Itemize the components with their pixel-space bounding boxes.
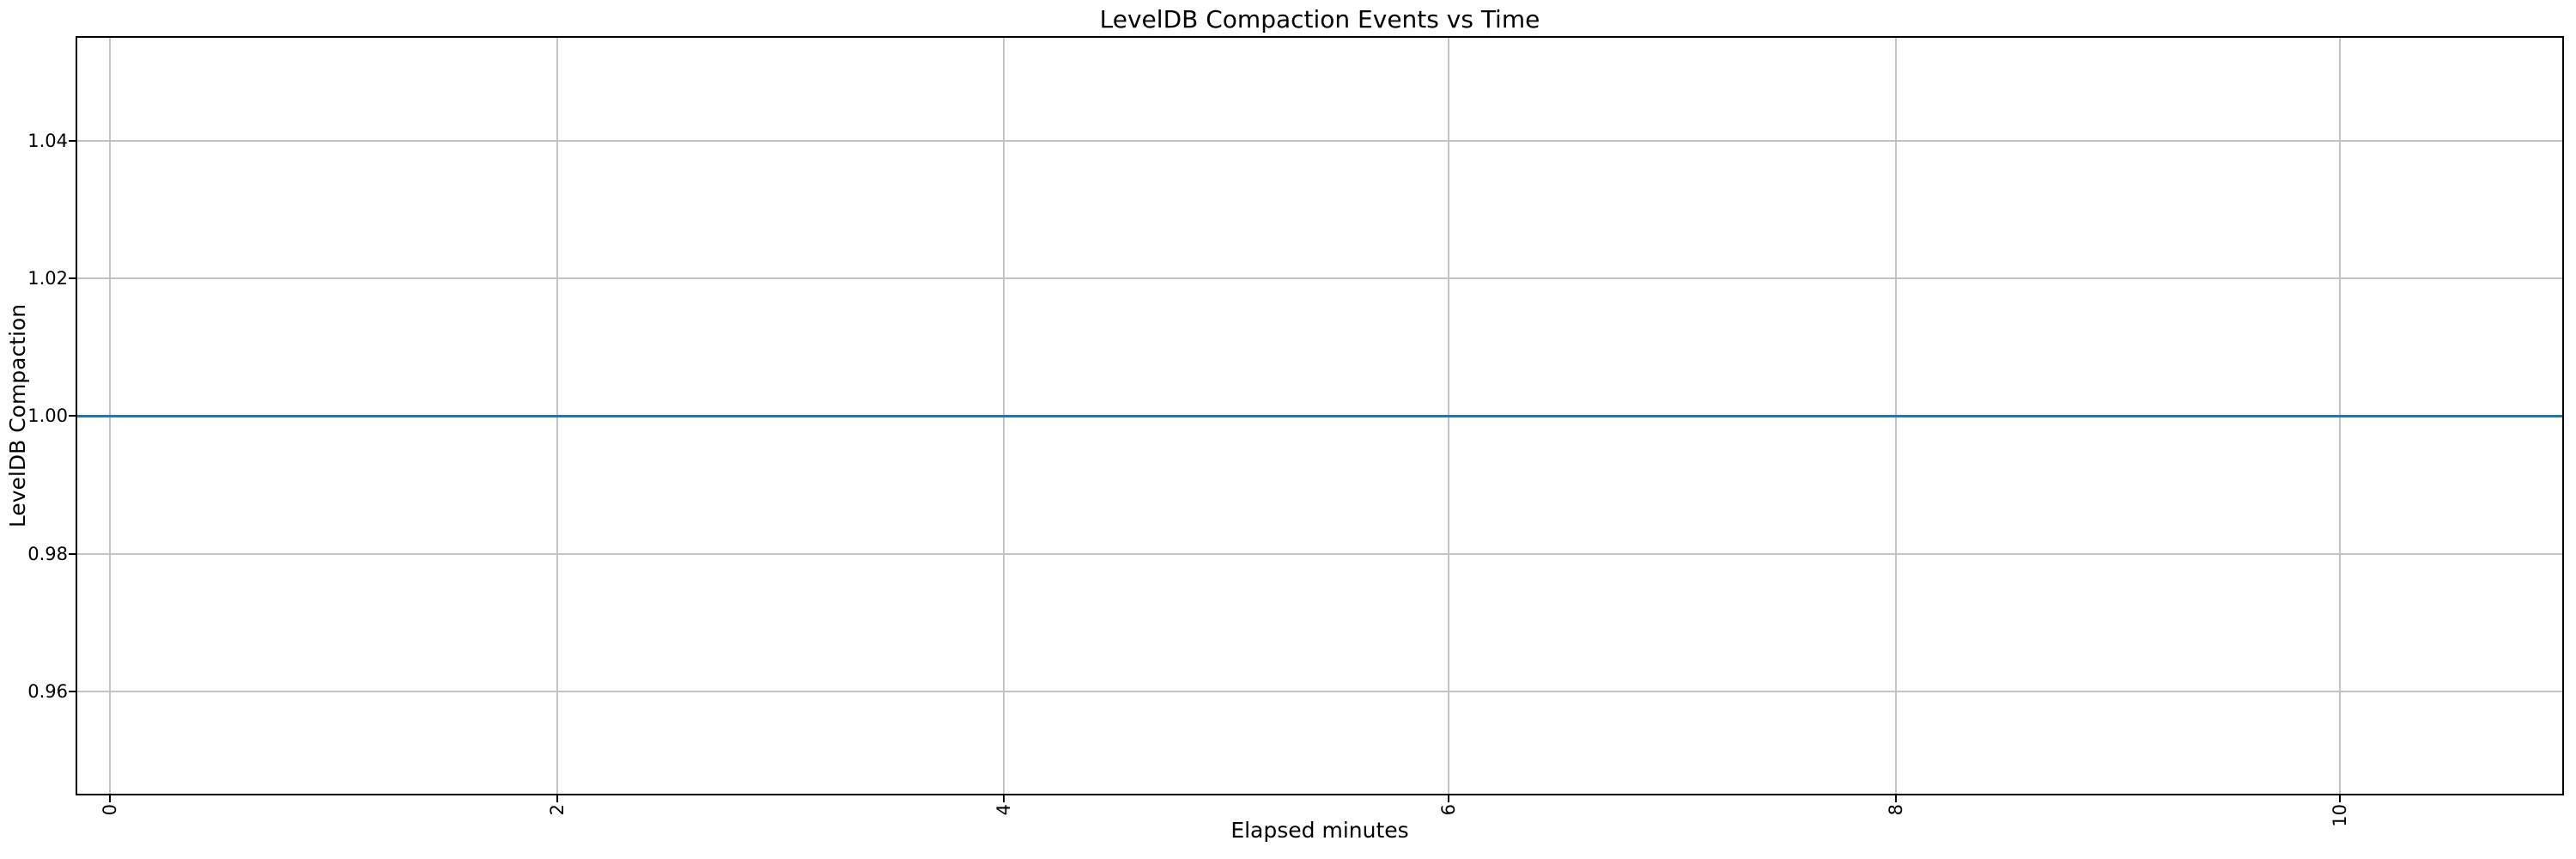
y-tick-mark-1.00 <box>69 415 76 417</box>
x-tick-label: 4 <box>993 804 1014 816</box>
y-tick-label: 0.98 <box>27 544 68 564</box>
x-tick-label: 2 <box>547 804 568 816</box>
y-gridline-1.02 <box>77 277 2562 279</box>
y-tick-label: 1.00 <box>27 405 68 426</box>
x-tick-label: 0 <box>100 804 120 816</box>
y-tick-label: 1.02 <box>27 268 68 289</box>
y-tick-mark-0.96 <box>69 691 76 692</box>
x-tick-label: 8 <box>1886 804 1906 816</box>
y-axis-label: LevelDB Compaction <box>5 303 30 528</box>
y-tick-label: 0.96 <box>27 681 68 702</box>
chart-title: LevelDB Compaction Events vs Time <box>1099 5 1540 34</box>
y-tick-mark-1.02 <box>69 277 76 279</box>
y-gridline-1.04 <box>77 140 2562 142</box>
x-tick-mark-4 <box>1003 795 1005 802</box>
plot-area <box>76 36 2564 795</box>
x-axis-label: Elapsed minutes <box>1230 818 1409 843</box>
y-gridline-0.96 <box>77 691 2562 692</box>
series-line-leveldb-compaction <box>77 415 2562 417</box>
x-tick-mark-0 <box>109 795 111 802</box>
y-tick-mark-0.98 <box>69 553 76 555</box>
y-gridline-0.98 <box>77 553 2562 555</box>
x-tick-mark-6 <box>1448 795 1449 802</box>
x-tick-mark-8 <box>1895 795 1897 802</box>
x-tick-label: 6 <box>1438 804 1459 816</box>
y-tick-mark-1.04 <box>69 140 76 142</box>
x-tick-mark-2 <box>556 795 558 802</box>
y-tick-label: 1.04 <box>27 131 68 151</box>
x-tick-mark-10 <box>2339 795 2341 802</box>
